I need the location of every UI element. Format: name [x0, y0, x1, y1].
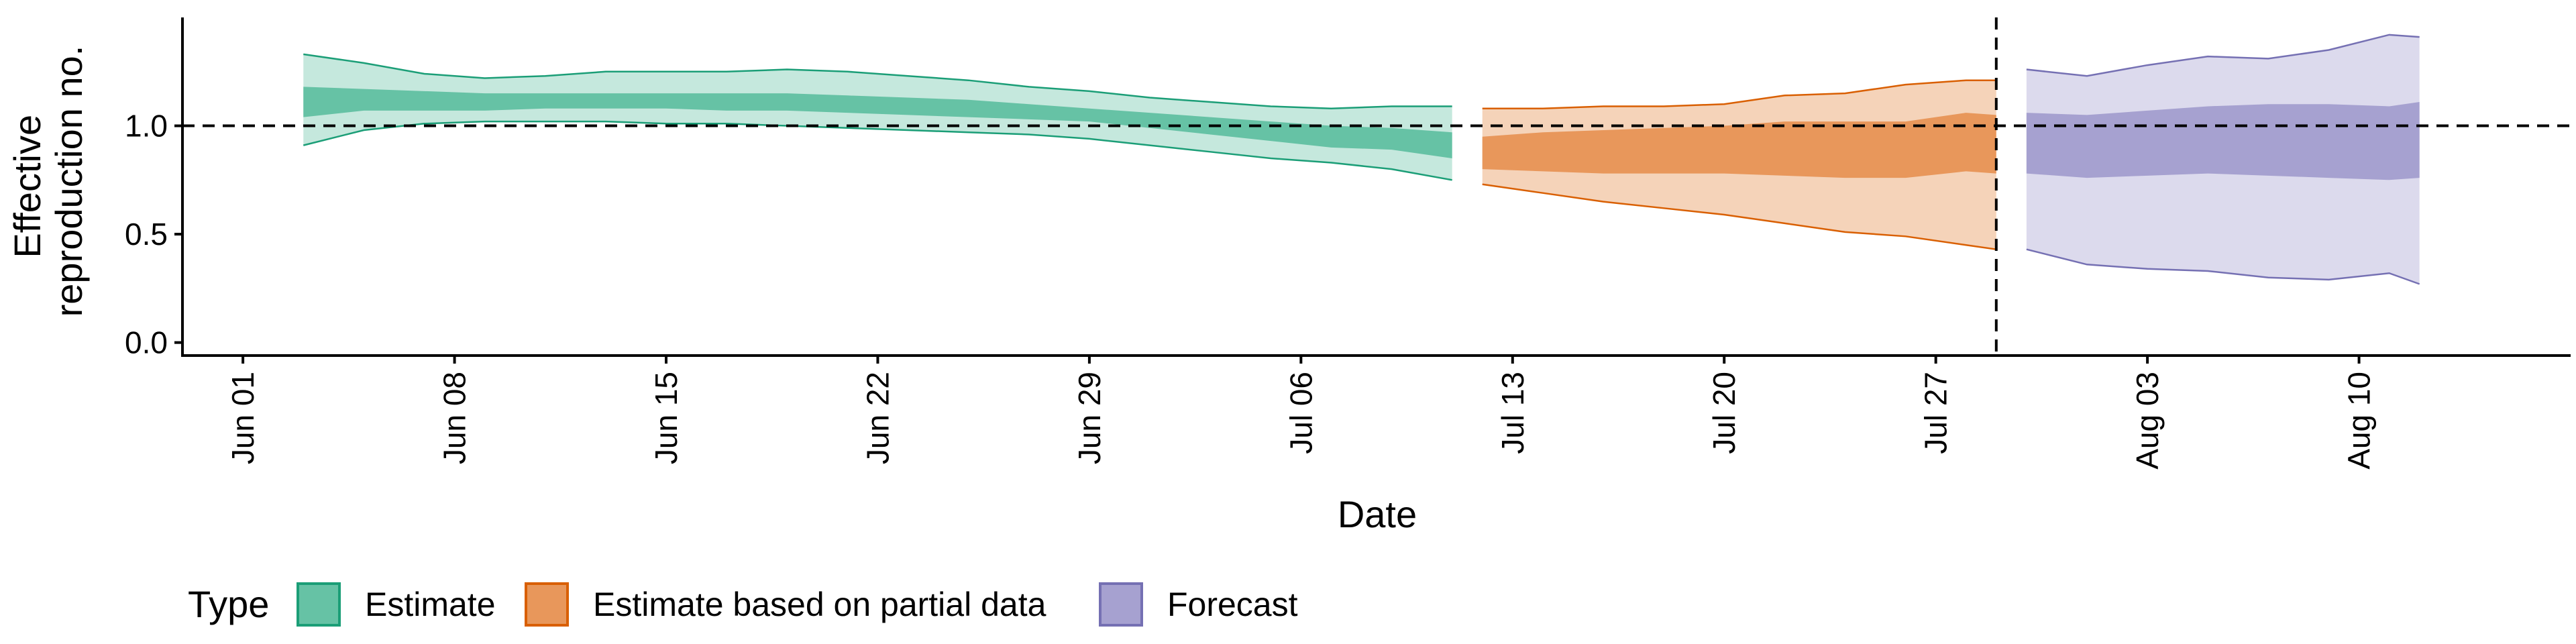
forecast-band-50	[2026, 102, 2420, 180]
legend-label-estimate-based-on-partial-data: Estimate based on partial data	[593, 586, 1046, 623]
estimate-band-90	[303, 54, 1452, 180]
x-tick-label: Jun 15	[649, 372, 684, 464]
x-tick-label: Aug 10	[2342, 372, 2377, 470]
y-axis-label-line-2: reproduction no.	[48, 46, 90, 317]
x-tick-label: Jul 06	[1283, 372, 1318, 454]
legend-key-forecast	[1099, 582, 1143, 627]
x-tick-label: Jun 22	[860, 372, 895, 464]
forecast-lower-edge	[2026, 248, 2420, 285]
legend-label-estimate: Estimate	[365, 586, 496, 623]
legend-title: Type	[188, 583, 269, 625]
y-tick-label: 0.5	[125, 217, 168, 252]
x-tick-label: Aug 03	[2130, 372, 2165, 470]
x-tick-label: Jul 20	[1707, 372, 1741, 454]
forecast-upper-edge	[2026, 34, 2420, 77]
legend-key-estimate	[297, 582, 341, 627]
legend-label-forecast: Forecast	[1167, 586, 1298, 623]
x-tick-label: Jun 01	[225, 372, 260, 464]
estimate-upper-edge	[303, 53, 1452, 109]
estimate-based-on-partial-data-upper-edge	[1482, 79, 1996, 109]
estimate-lower-edge	[303, 120, 1452, 181]
estimate-band-50	[303, 87, 1452, 158]
x-ticks: Jun 01 Jun 08 Jun 15 Jun 22 Jun 29 Jul 06 Jul …	[225, 356, 2377, 470]
x-tick-label: Jun 08	[437, 372, 472, 464]
bands-layer	[303, 34, 2420, 285]
x-tick-label: Jul 13	[1495, 372, 1530, 454]
y-tick-label: 1.0	[125, 109, 168, 144]
estimate-based-on-partial-data-lower-edge	[1482, 183, 1996, 250]
x-axis-label: Date	[1338, 493, 1417, 535]
y-ticks: 0.0 0.5 1.0	[125, 109, 182, 360]
x-tick-label: Jul 27	[1919, 372, 1953, 454]
legend-key-estimate-based-on-partial-data	[525, 582, 569, 627]
x-tick-label: Jun 29	[1072, 372, 1107, 464]
legend: Type Estimate Estimate based on partial d…	[188, 582, 1298, 627]
y-axis-label-line-1: Effective	[6, 115, 48, 258]
estimate-based-on-partial-data-band-50	[1482, 113, 1996, 178]
y-axis-label: Effective reproduction no.	[6, 46, 90, 317]
y-tick-label: 0.0	[125, 325, 168, 360]
